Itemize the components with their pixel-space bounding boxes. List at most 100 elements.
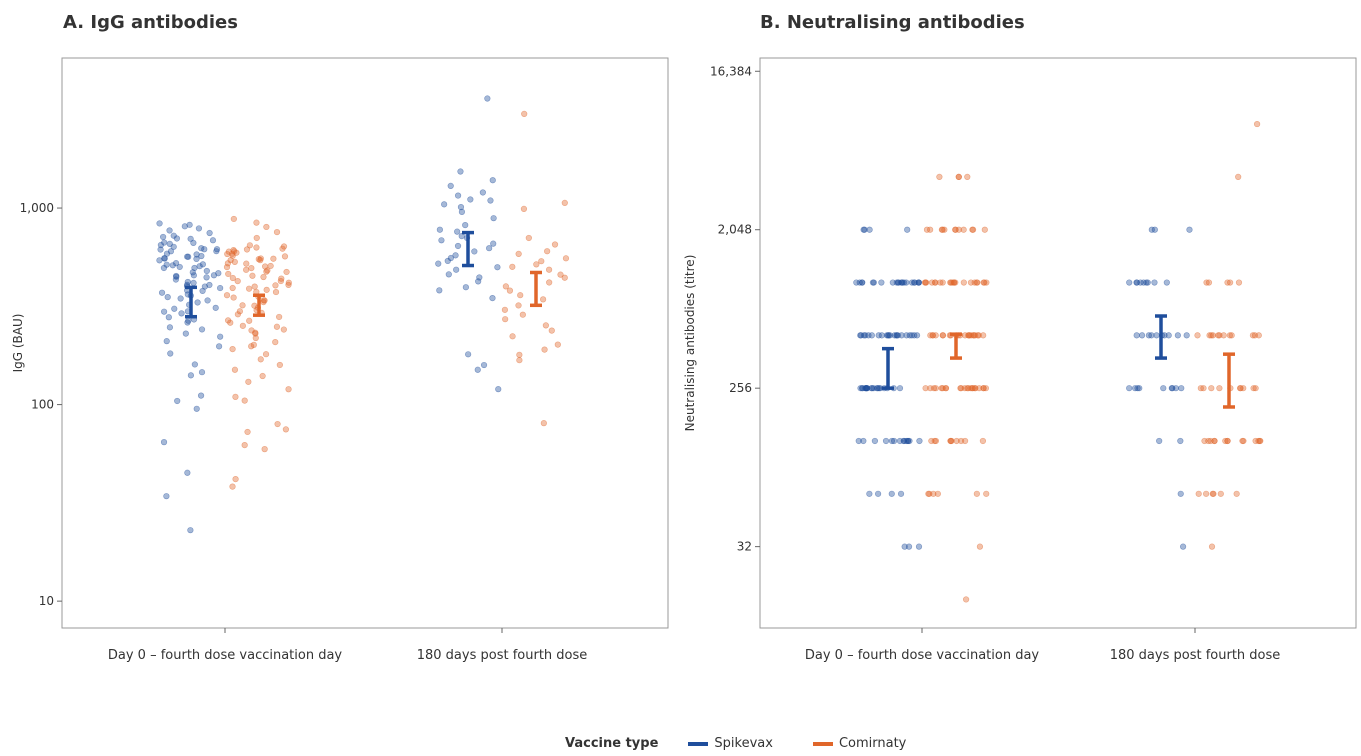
data-point	[542, 322, 549, 329]
data-point	[178, 310, 185, 317]
data-point	[203, 274, 210, 281]
data-point	[1174, 332, 1181, 339]
data-point	[281, 253, 289, 260]
data-point	[936, 173, 943, 181]
data-point	[223, 264, 231, 271]
data-point	[1211, 437, 1218, 445]
data-point	[232, 393, 239, 400]
data-point	[517, 292, 524, 299]
data-point	[533, 261, 540, 268]
data-point	[916, 437, 923, 445]
data-point	[1208, 332, 1215, 339]
data-point	[229, 274, 236, 282]
legend-label-spikevax: Spikevax	[714, 736, 773, 751]
data-point	[947, 437, 954, 445]
legend-title: Vaccine type	[565, 736, 659, 751]
data-point	[873, 385, 881, 392]
data-point	[257, 356, 264, 363]
data-point	[923, 226, 931, 233]
data-point	[435, 260, 442, 267]
data-point	[1240, 385, 1247, 392]
data-point	[489, 295, 496, 302]
data-point	[160, 439, 168, 446]
data-point	[554, 341, 561, 348]
data-point	[903, 279, 910, 286]
data-point	[234, 278, 241, 285]
data-point	[1206, 332, 1213, 339]
data-point	[185, 317, 192, 324]
data-point	[980, 332, 987, 339]
data-point	[932, 437, 940, 445]
data-point	[156, 220, 163, 227]
data-point	[206, 281, 213, 289]
data-point	[502, 283, 509, 290]
data-point	[274, 420, 281, 428]
data-point	[927, 332, 934, 339]
data-point	[454, 228, 461, 235]
data-point	[874, 490, 882, 497]
data-point	[452, 252, 459, 259]
data-point	[270, 255, 277, 262]
data-point	[457, 168, 464, 175]
series-comirnaty	[223, 110, 570, 490]
series-spikevax	[853, 226, 1193, 550]
data-point	[206, 229, 213, 237]
data-point	[562, 255, 570, 262]
data-point	[276, 313, 283, 321]
data-point	[1178, 385, 1185, 392]
data-point	[858, 385, 866, 392]
data-point	[891, 332, 898, 339]
data-point	[509, 333, 516, 340]
data-point	[263, 223, 270, 231]
data-point	[246, 242, 253, 249]
data-point	[520, 205, 528, 212]
data-point	[232, 475, 239, 483]
data-point	[184, 253, 191, 260]
data-point	[983, 490, 990, 497]
data-point	[970, 332, 977, 339]
data-point	[471, 248, 478, 255]
data-point	[1194, 332, 1201, 339]
data-point	[246, 317, 253, 324]
data-point	[273, 323, 281, 330]
data-point	[1126, 279, 1133, 286]
data-point	[486, 245, 493, 252]
data-point	[454, 242, 462, 250]
data-point	[195, 225, 203, 232]
data-point	[248, 265, 255, 272]
data-point	[164, 294, 171, 301]
y-tick-label: 32	[737, 540, 752, 554]
data-point	[231, 366, 239, 373]
data-point	[160, 308, 168, 315]
data-point	[215, 270, 222, 277]
data-point	[262, 351, 270, 358]
data-point	[1227, 279, 1234, 286]
data-point	[259, 372, 266, 380]
data-point	[201, 283, 208, 290]
data-point	[1220, 332, 1227, 339]
data-point	[928, 279, 936, 286]
data-point	[489, 177, 496, 184]
data-point	[515, 302, 522, 309]
data-point	[911, 279, 918, 286]
x-tick-label: Day 0 – fourth dose vaccination day	[108, 648, 343, 663]
data-point	[198, 245, 205, 252]
data-point	[241, 397, 248, 404]
data-point	[519, 311, 526, 318]
data-point	[225, 270, 232, 278]
data-point	[1186, 226, 1193, 233]
data-point	[190, 272, 197, 279]
data-point	[1216, 385, 1223, 392]
data-point	[173, 272, 180, 280]
data-point	[445, 271, 452, 278]
data-point	[438, 237, 445, 244]
data-point	[969, 385, 976, 392]
data-point	[278, 275, 285, 282]
data-point	[251, 302, 258, 309]
data-point	[186, 221, 193, 228]
data-point	[878, 332, 885, 339]
data-point	[194, 299, 201, 306]
data-point	[494, 264, 501, 271]
data-point	[243, 246, 251, 253]
data-point	[960, 226, 967, 233]
